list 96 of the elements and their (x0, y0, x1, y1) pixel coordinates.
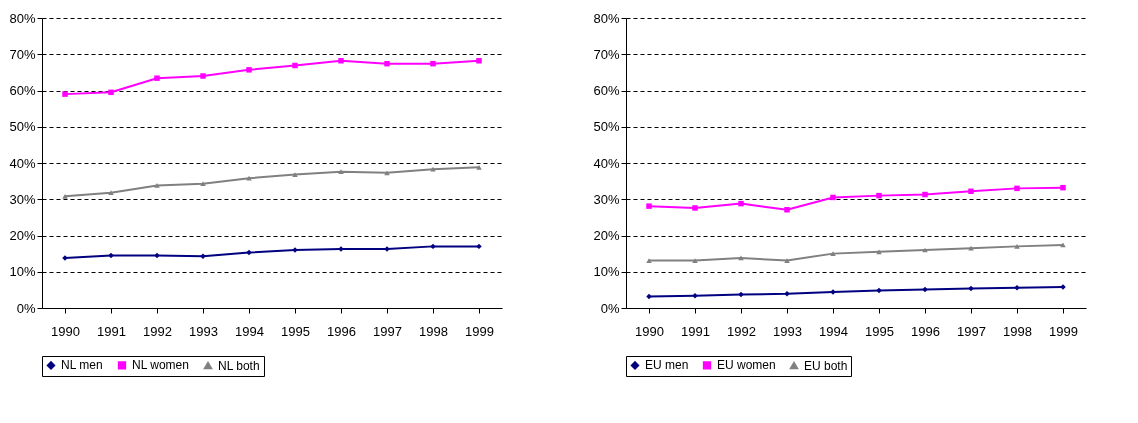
x-tick-label: 1999 (1049, 323, 1078, 339)
point (200, 181, 206, 187)
y-tick-label: 20% (593, 228, 620, 243)
legend-label: EU women (717, 358, 776, 373)
x-tick-label: 1990 (635, 323, 664, 339)
y-tick-label: 60% (9, 83, 36, 98)
point (62, 91, 68, 97)
point (876, 192, 882, 199)
y-tick-label: 0% (16, 300, 36, 316)
point (1014, 185, 1020, 192)
x-tick-label: 1995 (281, 323, 310, 339)
point (246, 249, 252, 256)
x-tick-label: 1993 (189, 323, 218, 339)
point (876, 287, 882, 294)
point (384, 60, 390, 67)
y-tick-label: 70% (9, 46, 36, 62)
point (108, 89, 114, 96)
x-tick-label: 1998 (1003, 323, 1032, 339)
legend-label: NL men (61, 358, 103, 373)
point (476, 164, 482, 170)
legend-label: NL women (132, 358, 189, 373)
point (292, 62, 298, 69)
y-tick-label: 10% (593, 264, 620, 280)
point (430, 60, 436, 67)
x-tick-label: 1998 (419, 323, 448, 339)
y-tick-label: 80% (593, 10, 620, 26)
point (692, 258, 698, 263)
point (968, 285, 974, 292)
x-tick-label: 1991 (97, 323, 126, 339)
x-tick-label: 1990 (51, 323, 80, 339)
x-tick-label: 1999 (465, 323, 494, 339)
point (430, 166, 436, 172)
point (246, 175, 252, 181)
x-tick-label: 1993 (773, 323, 802, 339)
point (1014, 244, 1020, 249)
y-tick-label: 30% (9, 191, 36, 207)
point (200, 73, 206, 79)
y-tick-label: 70% (593, 46, 620, 62)
y-tick-label: 80% (9, 10, 36, 26)
point (1060, 242, 1066, 248)
point (292, 172, 298, 177)
point (922, 247, 928, 253)
y-tick-label: 50% (593, 119, 620, 135)
y-tick-label: 40% (593, 155, 620, 171)
point (646, 258, 652, 263)
point (154, 252, 160, 259)
point (830, 251, 836, 256)
point (784, 207, 790, 213)
x-tick-label: 1997 (957, 323, 986, 339)
point (338, 169, 344, 175)
point (62, 193, 68, 199)
point (108, 190, 114, 196)
x-tick-label: 1994 (819, 323, 848, 339)
point (646, 293, 652, 300)
point (476, 243, 482, 250)
point (968, 188, 974, 195)
x-tick-label: 1997 (373, 323, 402, 339)
point (830, 194, 836, 201)
point (968, 245, 974, 251)
point (876, 249, 882, 255)
x-tick-label: 1995 (865, 323, 894, 339)
legend-label: NL both (218, 358, 260, 373)
point (922, 286, 928, 293)
y-tick-label: 10% (9, 264, 36, 280)
point (646, 203, 652, 209)
x-tick-label: 1991 (681, 323, 710, 339)
y-tick-label: 0% (600, 300, 620, 316)
x-tick-label: 1992 (143, 323, 172, 339)
point (154, 75, 160, 81)
legend-label: EU both (804, 358, 848, 373)
y-tick-label: 40% (9, 155, 36, 171)
point (692, 292, 698, 299)
y-tick-label: 20% (9, 228, 36, 243)
point (108, 252, 114, 259)
y-tick-label: 30% (593, 191, 620, 207)
point (784, 258, 790, 263)
legend-label: EU men (645, 358, 689, 373)
x-tick-label: 1996 (327, 323, 356, 339)
point (738, 200, 744, 207)
y-tick-label: 60% (593, 83, 620, 98)
point (922, 191, 928, 198)
y-tick-label: 50% (9, 119, 36, 135)
point (738, 255, 744, 261)
point (692, 205, 698, 211)
point (384, 170, 390, 176)
x-tick-label: 1996 (911, 323, 940, 339)
point (430, 243, 436, 250)
point (1014, 284, 1020, 291)
point (154, 183, 160, 188)
point (738, 291, 744, 298)
x-tick-label: 1992 (727, 323, 756, 339)
x-tick-label: 1994 (235, 323, 264, 339)
point (1060, 184, 1066, 191)
point (476, 58, 482, 64)
point (246, 67, 252, 73)
point (338, 58, 344, 64)
